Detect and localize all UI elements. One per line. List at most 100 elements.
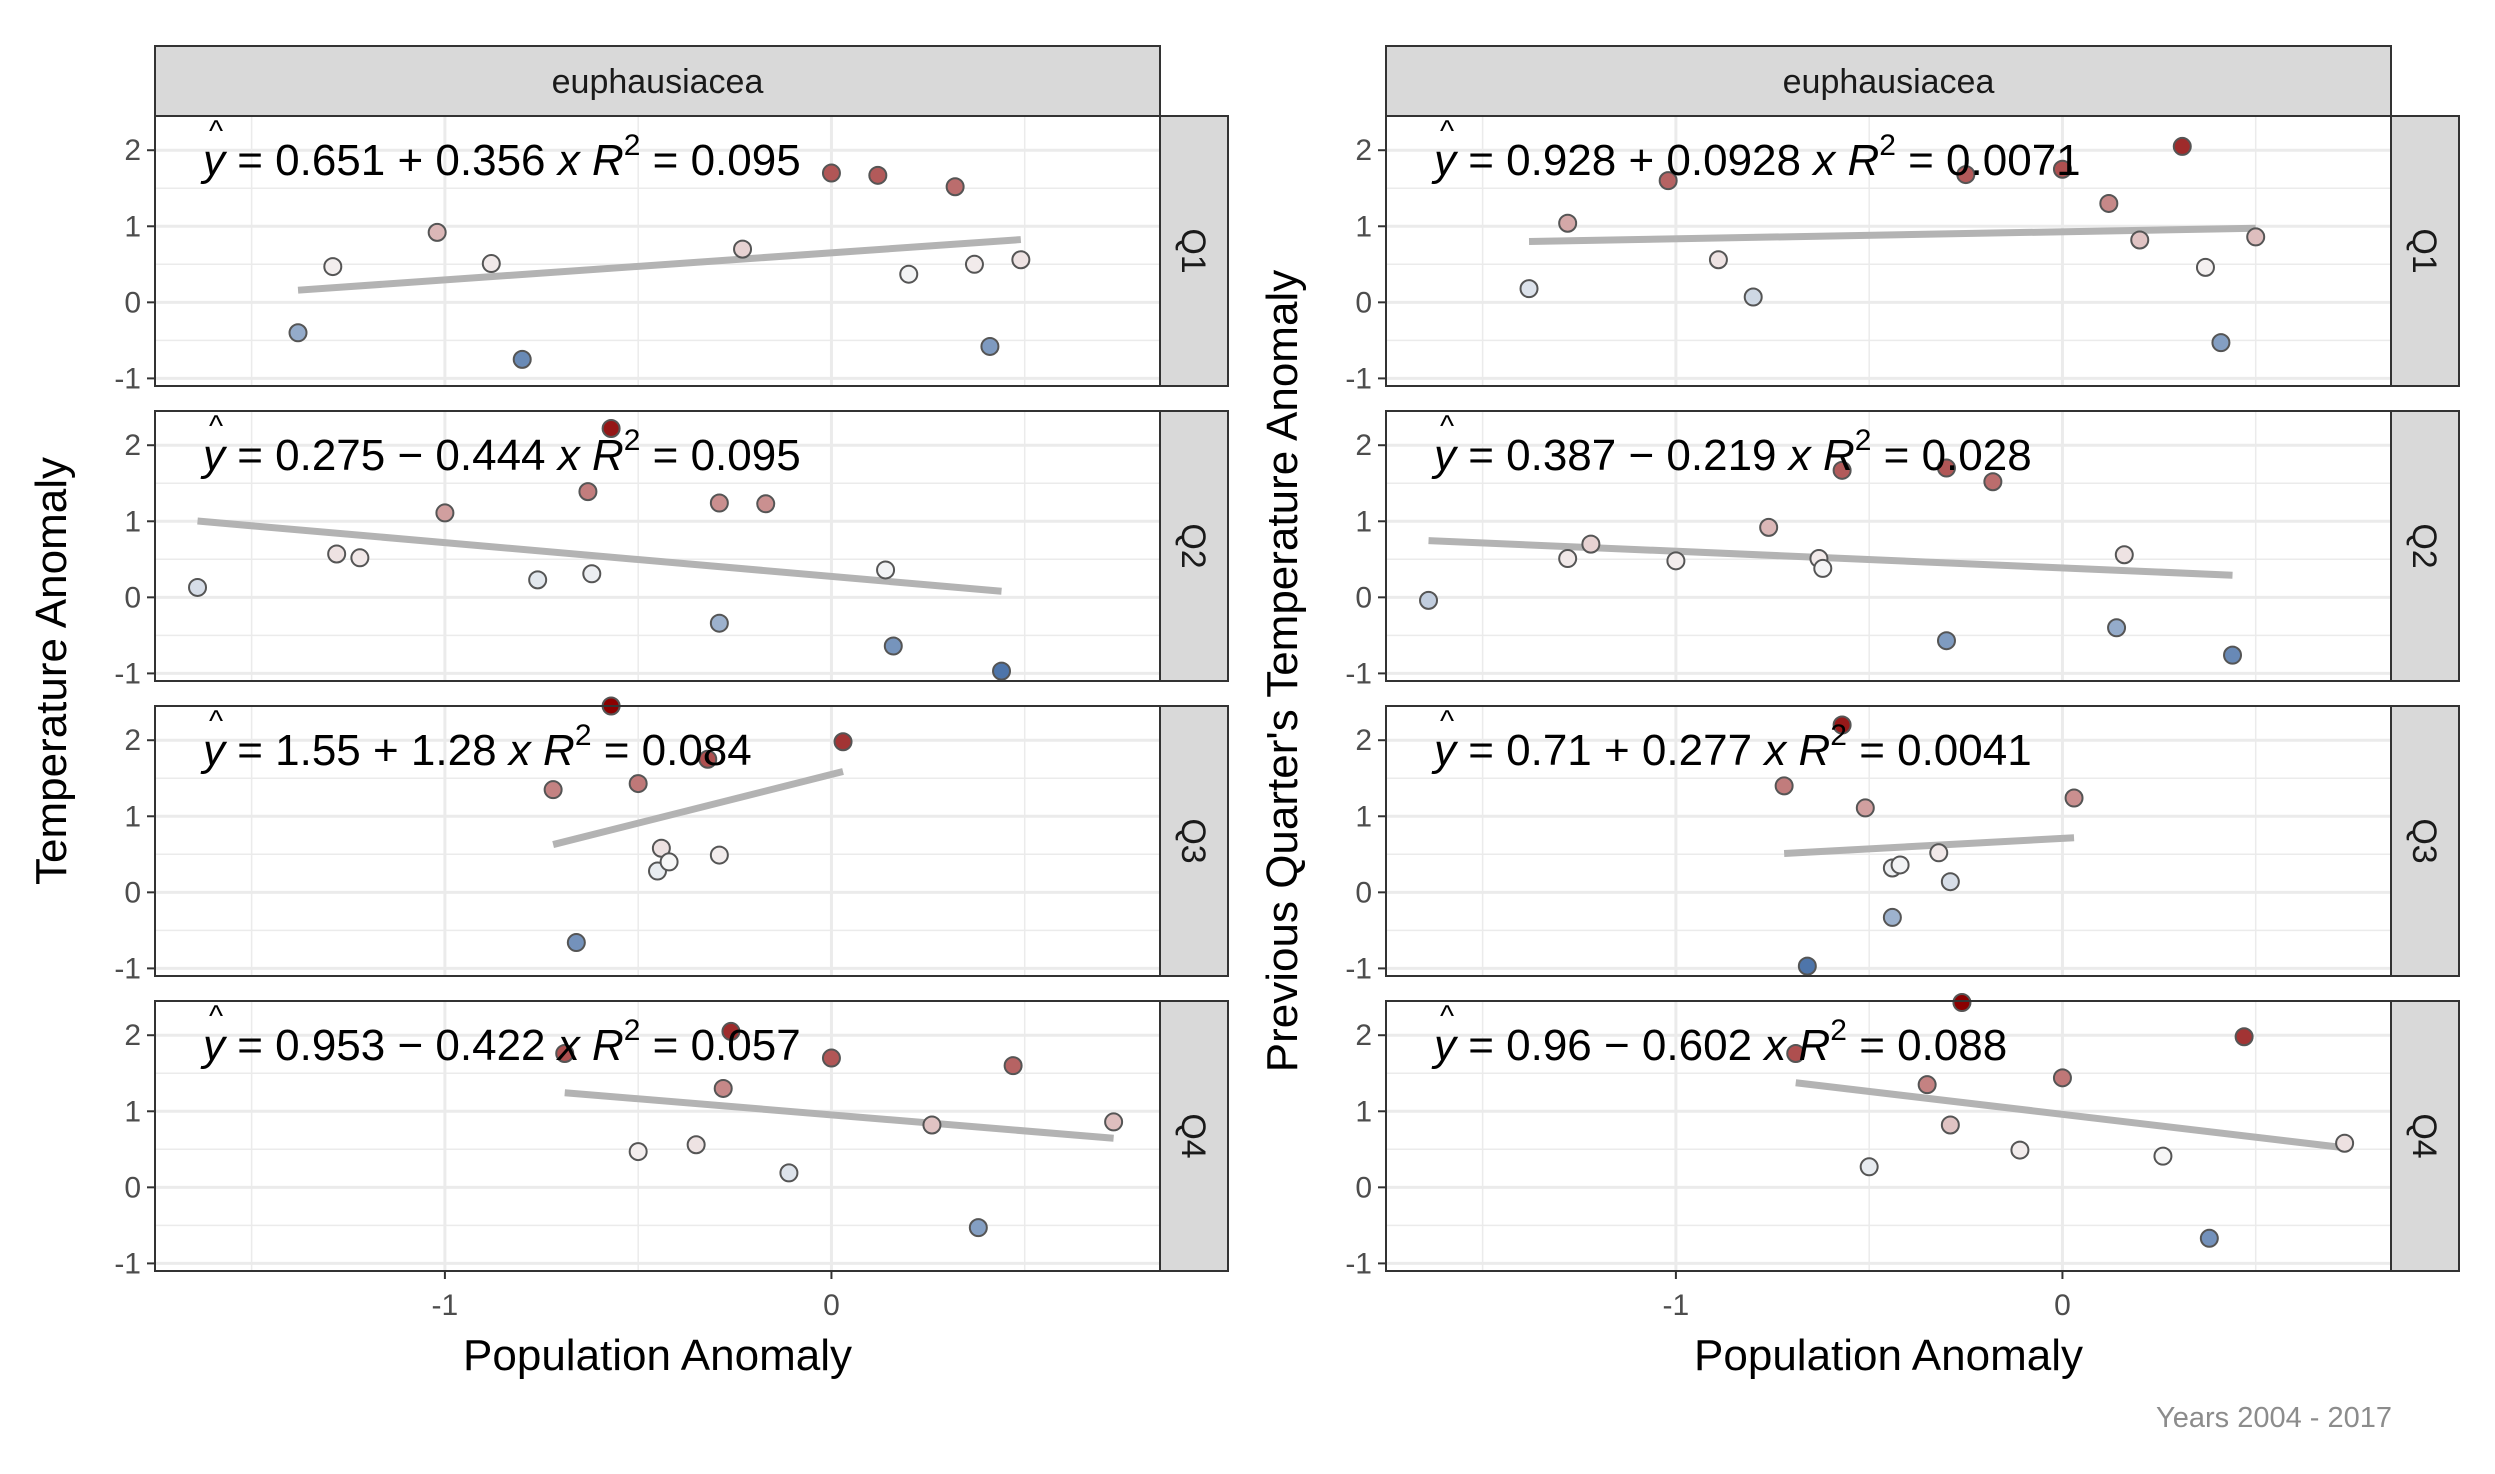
row-strip [2390, 705, 2460, 977]
y-hat-symbol: ^ [209, 705, 223, 738]
y-tick-label: 0 [1355, 1171, 1372, 1204]
x-tick-label: -1 [432, 1289, 459, 1322]
regression-line [564, 1089, 1114, 1142]
data-point: -0.88, 0.51 [481, 254, 501, 274]
data-point: -0.17, 1.23 [756, 494, 776, 514]
y-tick-label: 1 [1355, 1095, 1372, 1128]
data-point: -0.62, 0.38 [1813, 558, 1833, 578]
data-point: -0.26, 2.43 [1952, 993, 1972, 1013]
regression-equation: y = 0.387 − 0.219 x R2 = 0.028 [1431, 424, 2032, 480]
data-point: -0.5, 0.27 [1859, 1157, 1879, 1177]
data-point: -0.57, 1.67 [1832, 460, 1852, 480]
data-point: -1.38, 0.18 [1519, 279, 1539, 299]
data-point: -1.64, -0.04 [1419, 590, 1439, 610]
y-tick-label: -1 [1345, 952, 1372, 985]
data-point: -0.72, 1.4 [1774, 776, 1794, 796]
regression-equation: y = 0.651 + 0.356 x R2 = 0.095 [200, 129, 801, 185]
x-axis-title: Population Anomaly [1694, 1331, 2083, 1380]
data-point: -0.69, 1.76 [555, 1043, 575, 1063]
y-tick-label: -1 [114, 952, 141, 985]
facet-strip-label: euphausiacea [1783, 63, 1995, 101]
y-tick-label: 2 [124, 429, 141, 462]
data-point: -0.29, 0.14 [1940, 872, 1960, 892]
y-hat-symbol: ^ [1440, 115, 1454, 148]
data-point: 0.2, 0.82 [2130, 230, 2150, 250]
y-tick-label: -1 [114, 1247, 141, 1280]
data-point: -1, 0.48 [1666, 551, 1686, 571]
data-point: 0.73, 0.58 [2335, 1133, 2355, 1153]
data-point: 0.14, -0.4 [2107, 618, 2127, 638]
row-strip-label: Q1 [2405, 228, 2443, 273]
data-point: 0.37, 0.46 [2195, 257, 2215, 277]
data-point: -0.62, 0.31 [582, 564, 602, 584]
data-point: -0.29, -0.34 [709, 613, 729, 633]
regression-equation: y = 0.928 + 0.0928 x R2 = 0.0071 [1431, 129, 2081, 185]
regression-line [552, 768, 844, 848]
regression-equation: y = 0.71 + 0.277 x R2 = 0.0041 [1431, 719, 2032, 775]
row-strip [1159, 1000, 1229, 1272]
regression-equation: y = 1.55 + 1.28 x R2 = 0.084 [200, 719, 752, 775]
data-point: -0.3, 1.7 [1936, 458, 1956, 478]
y-tick-label: -1 [1345, 657, 1372, 690]
data-point: 0, 1.44 [2052, 1068, 2072, 1088]
data-point: 0.41, -0.58 [980, 336, 1000, 356]
x-tick-label: -1 [1663, 1289, 1690, 1322]
y-tick-label: 1 [1355, 210, 1372, 243]
data-point: -1, 1.11 [435, 503, 455, 523]
data-point: -1.64, 0.13 [188, 577, 208, 597]
row-strip-label: Q4 [2405, 1113, 2443, 1158]
data-point: 0.03, 1.98 [833, 732, 853, 752]
data-point: 0.16, 0.56 [2114, 545, 2134, 565]
y-axis-title: Previous Quarter's Temperature Anomaly [1258, 270, 1307, 1072]
y-tick-label: 0 [124, 286, 141, 319]
x-axis-title: Population Anomaly [463, 1331, 852, 1380]
data-point: -0.42, 0.36 [1890, 855, 1910, 875]
data-point: 0.2, 0.37 [899, 264, 919, 284]
data-point: -0.5, 1.43 [628, 774, 648, 794]
y-tick-label: 2 [124, 724, 141, 757]
row-q1: -1 0 1 2 -1.38, 0.18 -1.28, 1.04 -1.02, 1.6 -0.… [1345, 115, 2460, 395]
caption: Years 2004 - 2017 [2156, 1402, 2392, 1434]
data-point: -0.29, 1.24 [709, 493, 729, 513]
data-point: 0.32, 1.52 [945, 177, 965, 197]
regression-line [297, 236, 1022, 294]
data-point: -0.66, -0.97 [1797, 956, 1817, 976]
y-tick-label: 0 [124, 1171, 141, 1204]
data-point: 0, 1.75 [2052, 159, 2072, 179]
row-strip [1159, 410, 1229, 682]
y-hat-symbol: ^ [209, 410, 223, 443]
facet-strip [1385, 45, 2392, 117]
row-q4: -1 0 1 2 -0.69, 1.76 -0.5, 0.47 -0.35, 0.56 -0.… [114, 1000, 1229, 1322]
data-point: -0.35, 1.35 [1917, 1075, 1937, 1095]
y-tick-label: 1 [1355, 505, 1372, 538]
row-strip-label: Q3 [2405, 818, 2443, 863]
data-point: 0.5, 0.86 [2246, 227, 2266, 247]
data-point: -0.5, 0.47 [628, 1142, 648, 1162]
data-point: 0.12, 1.67 [868, 165, 888, 185]
data-point: 0.16, -0.64 [883, 636, 903, 656]
data-point: 0.37, 0.5 [964, 254, 984, 274]
data-point: 0.26, 0.82 [922, 1115, 942, 1135]
data-point: -0.76, 0.23 [528, 570, 548, 590]
facet-strip-label: euphausiacea [552, 63, 764, 101]
y-tick-label: 2 [1355, 134, 1372, 167]
y-tick-label: 2 [1355, 429, 1372, 462]
y-tick-label: 1 [124, 1095, 141, 1128]
y-hat-symbol: ^ [1440, 705, 1454, 738]
y-tick-label: 2 [1355, 724, 1372, 757]
data-point: -1.28, 0.51 [1558, 549, 1578, 569]
y-tick-label: -1 [1345, 362, 1372, 395]
row-strip [2390, 115, 2460, 387]
regression-equation: y = 0.953 − 0.422 x R2 = 0.057 [200, 1014, 801, 1070]
data-point: -0.3, -0.57 [1936, 631, 1956, 651]
data-point: -0.8, -0.75 [512, 349, 532, 369]
y-tick-label: 2 [1355, 1019, 1372, 1052]
data-point: 0.49, 0.56 [1011, 250, 1031, 270]
data-point: -0.11, 0.49 [2010, 1140, 2030, 1160]
data-point: 0.38, -0.67 [2199, 1228, 2219, 1248]
